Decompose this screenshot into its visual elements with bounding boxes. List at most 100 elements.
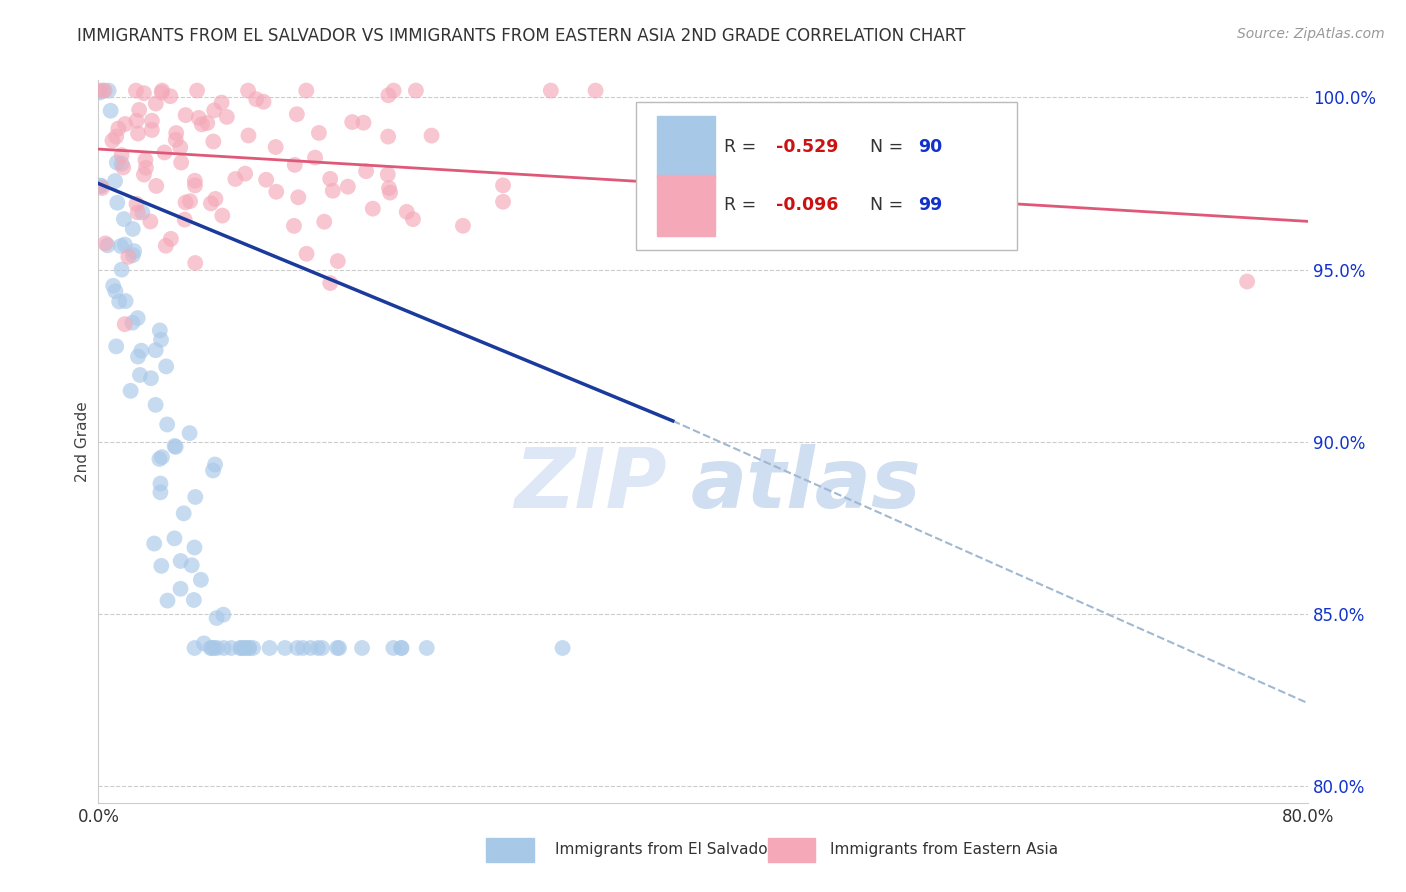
Point <box>141 123 163 137</box>
Text: -0.529: -0.529 <box>776 137 838 155</box>
Point <box>193 636 215 650</box>
Point <box>110 148 132 162</box>
Point <box>204 192 226 206</box>
Point <box>211 95 233 110</box>
Point <box>174 195 197 210</box>
Text: 99: 99 <box>918 196 942 214</box>
Point <box>291 640 314 655</box>
Point <box>148 452 170 467</box>
Point <box>190 573 212 587</box>
Y-axis label: 2nd Grade: 2nd Grade <box>75 401 90 482</box>
Point <box>132 168 155 182</box>
FancyBboxPatch shape <box>637 102 1018 250</box>
Text: Immigrants from El Salvador: Immigrants from El Salvador <box>555 842 775 856</box>
Point <box>121 316 143 330</box>
Point <box>585 84 607 98</box>
Point <box>127 350 149 364</box>
Point <box>195 116 218 130</box>
Point <box>353 116 375 130</box>
Point <box>139 214 162 228</box>
Point <box>287 190 309 204</box>
Point <box>107 121 129 136</box>
Point <box>361 202 384 216</box>
Point <box>145 343 167 358</box>
Point <box>378 181 401 195</box>
Point <box>238 640 260 655</box>
Point <box>202 463 225 477</box>
Point <box>259 640 281 655</box>
Point <box>183 541 205 555</box>
Point <box>121 222 143 236</box>
Point <box>89 84 111 98</box>
Point <box>90 178 112 193</box>
Point <box>125 84 148 98</box>
Point <box>114 317 136 331</box>
Point <box>112 212 135 227</box>
Point <box>391 640 413 655</box>
Point <box>173 212 195 227</box>
Point <box>405 84 427 98</box>
Point <box>97 84 120 98</box>
Point <box>145 178 167 193</box>
Point <box>117 250 139 264</box>
Point <box>127 127 149 141</box>
FancyBboxPatch shape <box>657 175 716 236</box>
Point <box>1236 275 1258 289</box>
Point <box>110 262 132 277</box>
Point <box>242 640 264 655</box>
FancyBboxPatch shape <box>657 116 716 178</box>
Text: atlas: atlas <box>690 444 921 525</box>
Point <box>170 155 193 169</box>
Point <box>169 140 191 154</box>
Point <box>202 103 225 118</box>
Point <box>97 238 120 252</box>
Point <box>150 86 173 100</box>
Point <box>145 96 167 111</box>
Point <box>201 640 224 655</box>
Point <box>254 173 277 187</box>
Point <box>378 186 401 200</box>
Point <box>132 86 155 100</box>
Point <box>295 84 318 98</box>
Point <box>139 371 162 385</box>
Point <box>540 84 562 98</box>
Point <box>420 128 443 143</box>
Point <box>233 167 256 181</box>
Point <box>200 640 222 655</box>
Point <box>274 640 297 655</box>
Point <box>90 179 112 194</box>
Point <box>104 284 127 298</box>
Point <box>283 219 305 233</box>
Point <box>179 426 201 441</box>
Point <box>187 111 209 125</box>
Point <box>377 88 399 103</box>
Point <box>163 532 186 546</box>
Point <box>101 278 124 293</box>
Point <box>191 117 214 131</box>
Point <box>685 169 707 184</box>
Point <box>120 384 142 398</box>
Point <box>101 134 124 148</box>
Point <box>145 398 167 412</box>
Point <box>94 236 117 251</box>
Point <box>326 254 349 268</box>
Point <box>135 161 157 175</box>
Point <box>184 174 207 188</box>
Point <box>89 86 111 100</box>
Point <box>285 107 308 121</box>
Point <box>322 184 344 198</box>
Point <box>108 294 131 309</box>
Point <box>174 108 197 122</box>
Point <box>382 84 405 98</box>
Point <box>224 172 246 186</box>
Point <box>304 151 326 165</box>
Point <box>229 640 252 655</box>
Point <box>127 311 149 326</box>
Point <box>238 128 260 143</box>
Point <box>492 194 515 209</box>
Point <box>492 178 515 193</box>
Point <box>212 607 235 622</box>
Text: 90: 90 <box>918 137 942 155</box>
Point <box>186 84 208 98</box>
Text: Source: ZipAtlas.com: Source: ZipAtlas.com <box>1237 27 1385 41</box>
